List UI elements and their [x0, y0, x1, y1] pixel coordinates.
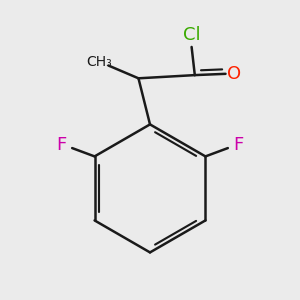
- Text: O: O: [227, 65, 242, 83]
- Text: F: F: [234, 136, 244, 154]
- Text: CH₃: CH₃: [86, 55, 112, 69]
- Text: Cl: Cl: [183, 26, 200, 44]
- Text: F: F: [56, 136, 66, 154]
